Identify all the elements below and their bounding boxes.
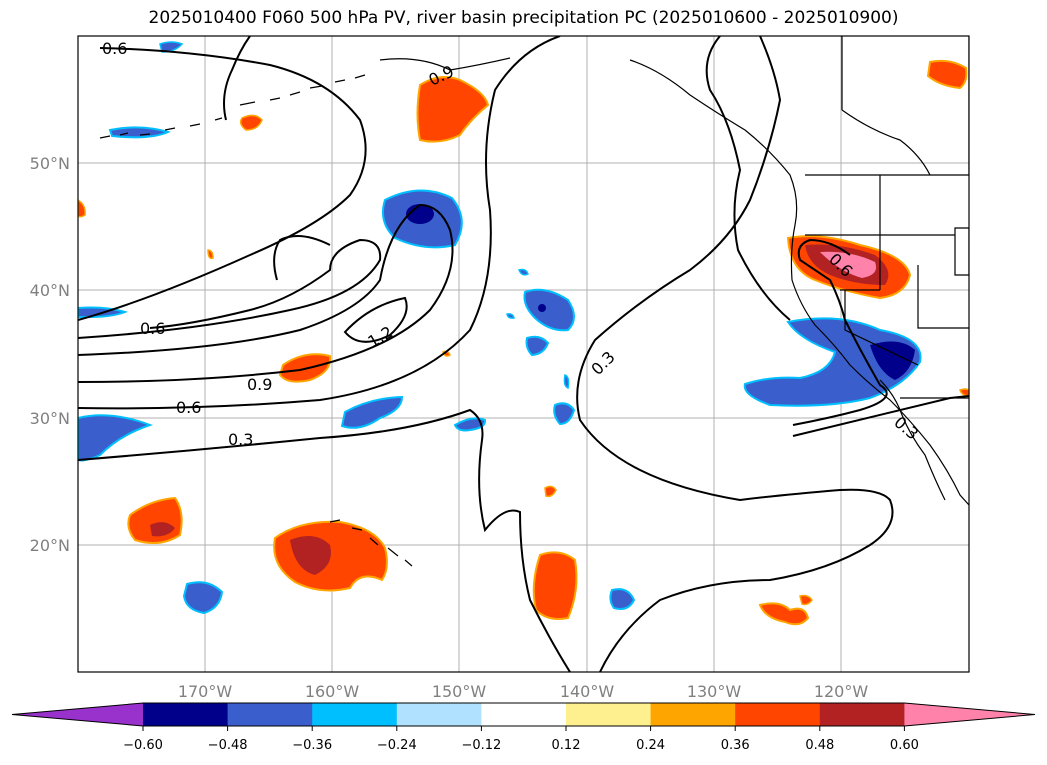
colorbar-swatch <box>735 703 821 726</box>
colorbar-tick-label: 0.48 <box>805 738 834 753</box>
latitude-labels: 50°N 40°N 30°N 20°N <box>30 154 70 555</box>
colorbar: −0.60 −0.48 −0.36 −0.24 −0.12 0.12 0.24 0.36 0.4… <box>11 702 1036 753</box>
longitude-labels: 170°W 160°W 150°W 140°W 130°W 120°W <box>178 682 869 701</box>
colorbar-tick-label: 0.60 <box>890 738 919 753</box>
colorbar-swatch <box>819 703 905 726</box>
colorbar-tick-label: −0.36 <box>292 738 332 753</box>
colorbar-tick-label: 0.12 <box>552 738 581 753</box>
colorbar-swatch <box>312 703 398 726</box>
colorbar-swatch <box>227 703 313 726</box>
colorbar-swatch <box>904 703 1035 726</box>
colorbar-swatch <box>396 703 482 726</box>
contour-label: 0.3 <box>890 413 922 444</box>
lat-label: 50°N <box>30 154 70 173</box>
contour-label: 0.6 <box>176 398 201 417</box>
positive-precip-patches <box>78 59 969 626</box>
contour-label: 0.3 <box>228 430 253 449</box>
colorbar-tick-label: 0.36 <box>721 738 750 753</box>
lon-label: 160°W <box>305 682 360 701</box>
colorbar-swatch <box>481 703 567 726</box>
contour-label: 0.6 <box>102 39 127 58</box>
colorbar-swatch <box>143 703 229 726</box>
contour-label: 1.2 <box>365 322 397 351</box>
colorbar-swatch <box>650 703 736 726</box>
contour-label: 0.9 <box>247 375 272 394</box>
lon-label: 140°W <box>560 682 615 701</box>
colorbar-swatch <box>566 703 652 726</box>
lon-label: 150°W <box>432 682 487 701</box>
contour-label: 0.6 <box>140 319 165 338</box>
contour-label: 0.3 <box>587 347 618 378</box>
colorbar-tick-label: −0.48 <box>208 738 248 753</box>
colorbar-swatch <box>12 703 143 726</box>
pv-contours <box>78 36 969 672</box>
lat-label: 20°N <box>30 536 70 555</box>
colorbar-tick-label: 0.24 <box>636 738 665 753</box>
lon-label: 130°W <box>687 682 742 701</box>
colorbar-tick-label: −0.12 <box>461 738 501 753</box>
map-title: 2025010400 F060 500 hPa PV, river basin … <box>148 8 899 28</box>
lon-label: 170°W <box>178 682 233 701</box>
coastlines <box>99 36 969 567</box>
map-plot-area: 0.6 0.9 0.6 1.2 0.9 0.6 0.3 0.3 0.6 0.3 <box>78 36 969 672</box>
colorbar-tick-label: −0.24 <box>377 738 417 753</box>
colorbar-tick-label: −0.60 <box>123 738 163 753</box>
lat-label: 40°N <box>30 281 70 300</box>
negative-precip-patches <box>78 41 922 615</box>
lat-label: 30°N <box>30 409 70 428</box>
map-frame <box>77 35 970 673</box>
lon-label: 120°W <box>814 682 869 701</box>
